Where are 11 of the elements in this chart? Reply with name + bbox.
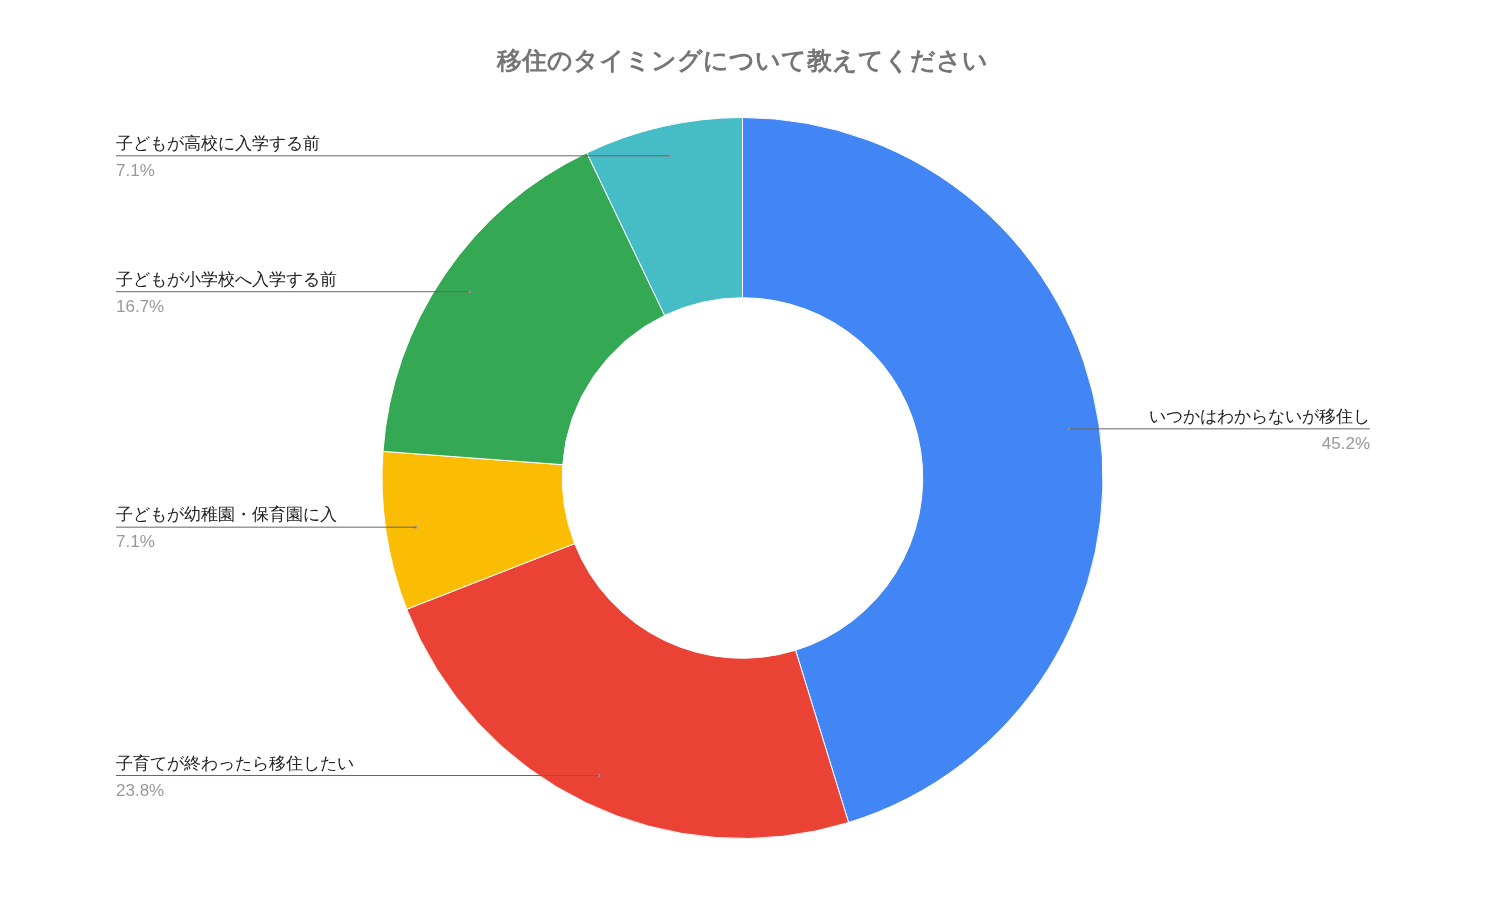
slice-label: 子どもが高校に入学する前 (116, 133, 320, 153)
slice-label: 子どもが小学校へ入学する前 (116, 269, 337, 289)
chart-title: 移住のタイミングについて教えてください (495, 45, 989, 76)
data-label: 16.7% (116, 296, 165, 316)
data-label: 7.1% (116, 160, 155, 180)
data-label: 45.2% (1321, 433, 1370, 453)
data-label: 7.1% (116, 532, 155, 552)
data-label: 23.8% (116, 780, 165, 800)
slice-label: 子どもが幼稚園・保育園に入 (116, 505, 337, 525)
slice-label: 子育てが終わったら移住したい (116, 753, 354, 773)
slice-label: いつかはわからないが移住し (1149, 406, 1370, 426)
